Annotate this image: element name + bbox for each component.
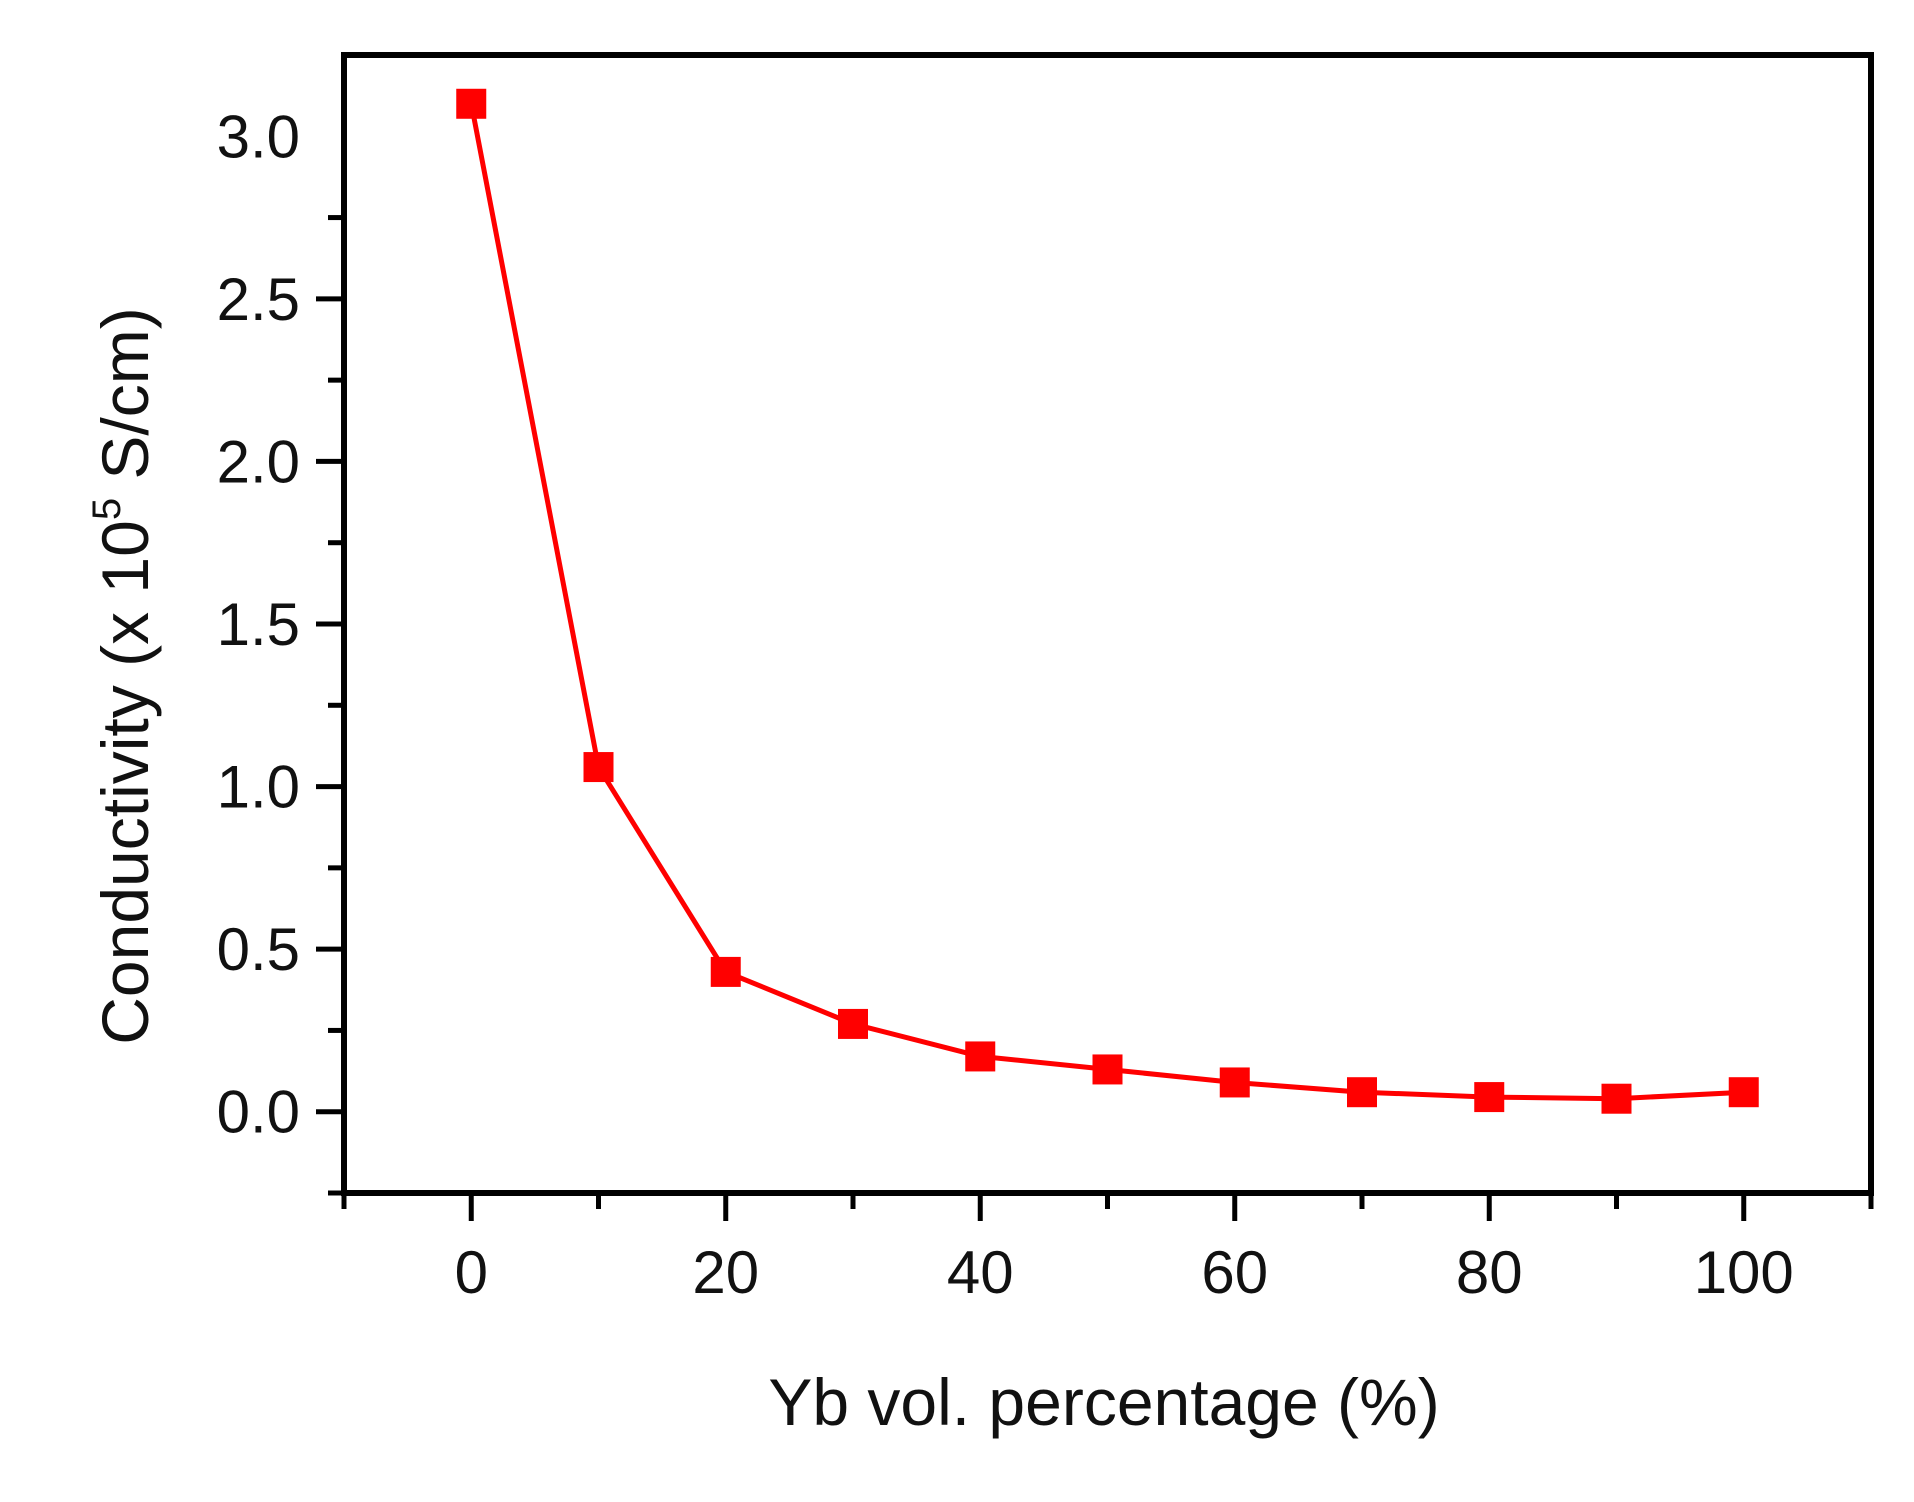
data-point-marker bbox=[1601, 1083, 1632, 1114]
y-axis-title: Conductivity (x 105 S/cm) bbox=[85, 307, 162, 1044]
y-tick-label: 1.0 bbox=[217, 754, 300, 821]
x-tick-label: 0 bbox=[455, 1239, 488, 1306]
data-point-marker bbox=[1092, 1054, 1123, 1085]
data-point-marker bbox=[583, 752, 614, 783]
x-tick-label: 40 bbox=[947, 1239, 1014, 1306]
series-layer bbox=[456, 88, 1759, 1114]
data-point-marker bbox=[1728, 1077, 1759, 1108]
y-tick-label: 0.0 bbox=[217, 1079, 300, 1146]
data-point-marker bbox=[1347, 1077, 1377, 1108]
y-tick-label: 0.5 bbox=[217, 916, 300, 983]
x-axis-title: Yb vol. percentage (%) bbox=[768, 1365, 1439, 1439]
x-tick-label: 20 bbox=[692, 1239, 759, 1306]
y-axis-title-superscript: 5 bbox=[85, 498, 129, 520]
y-tick-label: 1.5 bbox=[217, 591, 300, 658]
y-tick-label: 2.5 bbox=[217, 266, 300, 333]
data-point-marker bbox=[1474, 1082, 1505, 1113]
y-axis-tick-labels: 0.0 0.5 1.0 1.5 2.0 2.5 3.0 bbox=[217, 103, 300, 1145]
y-tick-label: 3.0 bbox=[217, 103, 300, 170]
data-point-marker bbox=[1219, 1067, 1250, 1098]
data-point-marker bbox=[710, 956, 741, 987]
x-tick-label: 100 bbox=[1694, 1239, 1794, 1306]
data-point-marker bbox=[965, 1041, 996, 1072]
y-axis-title-suffix: S/cm) bbox=[88, 307, 162, 498]
y-axis-ticks bbox=[316, 215, 344, 1196]
data-point-marker bbox=[456, 88, 487, 119]
x-tick-label: 80 bbox=[1456, 1239, 1523, 1306]
x-axis-tick-labels: 0 20 40 60 80 100 bbox=[455, 1239, 1794, 1306]
data-point-marker bbox=[838, 1008, 868, 1039]
y-tick-label: 2.0 bbox=[217, 428, 300, 495]
x-axis-ticks bbox=[341, 1193, 1874, 1221]
series-line bbox=[468, 103, 1744, 1102]
y-axis-title-prefix: Conductivity (x 10 bbox=[88, 520, 162, 1045]
x-tick-label: 60 bbox=[1201, 1239, 1268, 1306]
